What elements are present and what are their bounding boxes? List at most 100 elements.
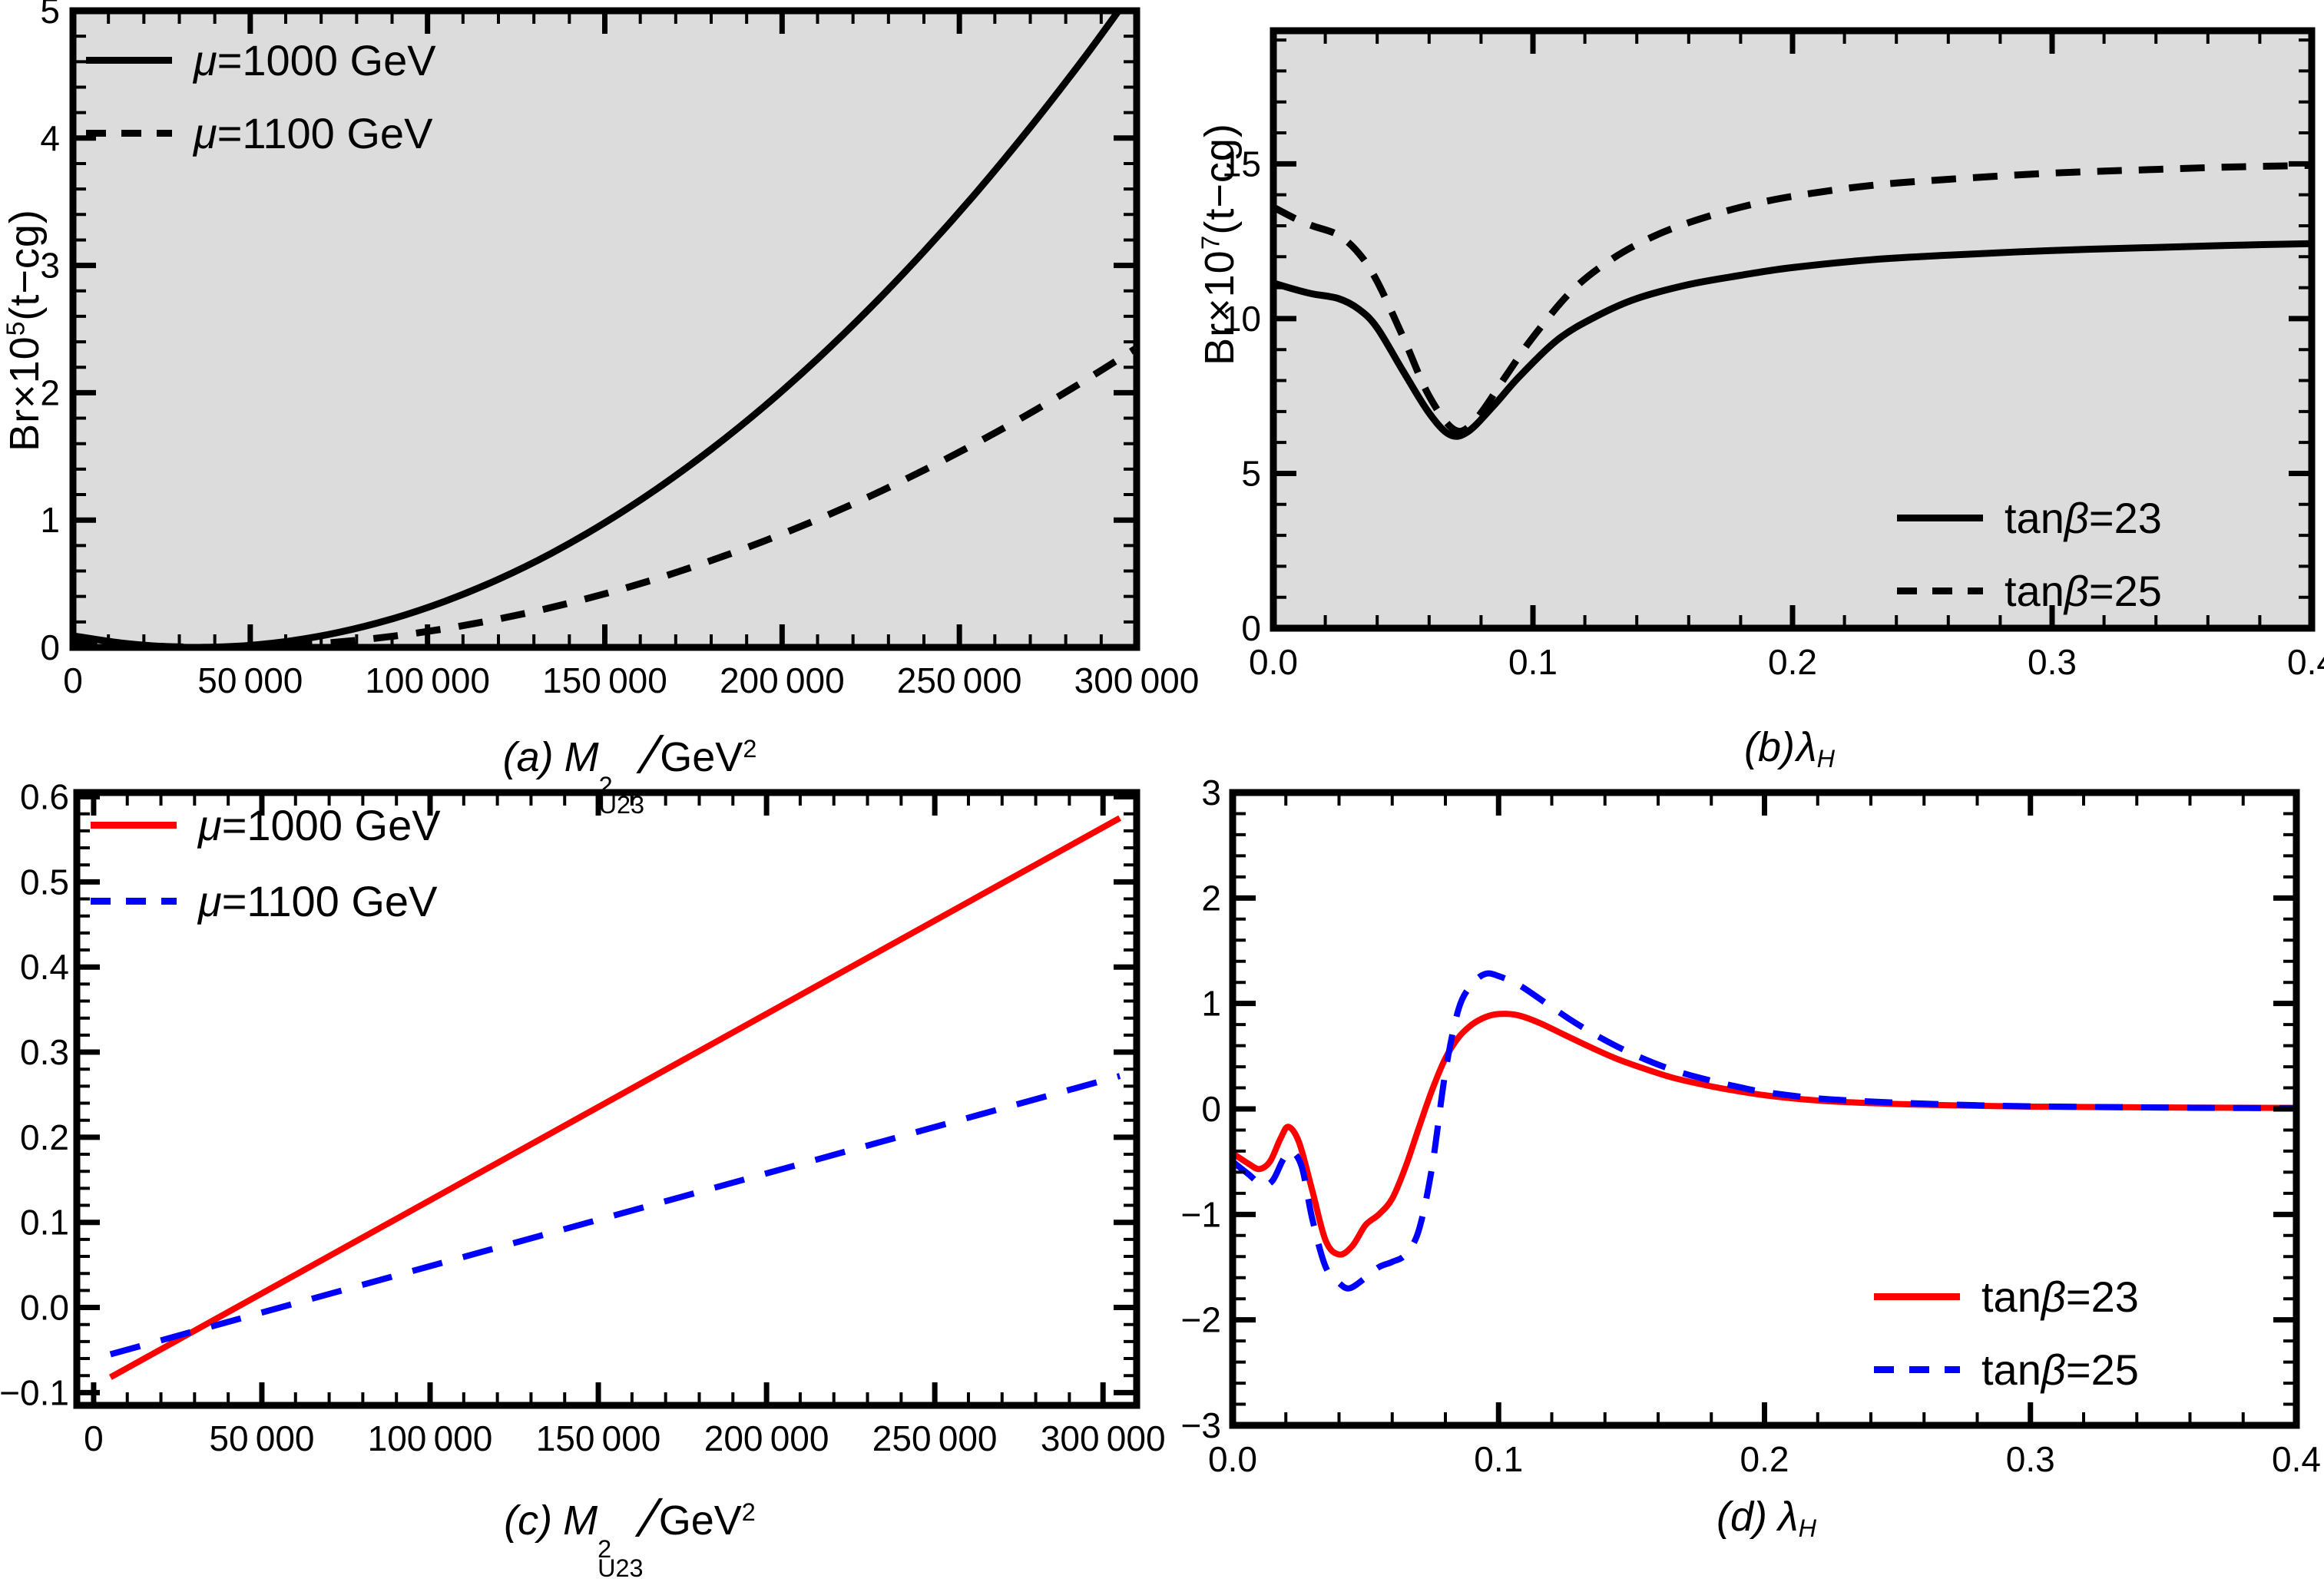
legend-label: μ=1000 GeV [198,800,441,850]
plot-background [1273,31,2312,628]
caption-sub: U23 [598,790,645,819]
y-tick-label: −0.1 [0,1372,69,1412]
caption-supsub: 2 U23 [598,771,645,819]
x-tick-label: 0.3 [2006,1439,2055,1479]
legend-label: tanβ=23 [1981,1272,2139,1322]
caption-unit-sup: 2 [743,735,757,763]
panel-d-plot: 0.0 0.1 0.2 0.3 0.4 −3 −2 −1 0 1 2 3 [1181,773,2321,1479]
x-tick-label: 0 [63,660,83,700]
plot-frame [69,7,1140,651]
legend-label-rest: =23 [2088,494,2162,542]
caption-index: (c) [504,1498,553,1544]
legend-label-symbol: μ [198,877,222,925]
y-tick-label: −2 [1181,1300,1221,1340]
legend-label-rest: =1100 GeV [221,877,438,925]
x-ticks: 0 50 000 100 000 150 000 200 000 250 000 300 0… [63,11,1199,700]
y-tick-label: 0.3 [20,1032,69,1072]
x-tick-label: 0.2 [1740,1439,1789,1479]
x-tick-label: 0.0 [1249,642,1298,682]
x-tick-label: 250 000 [872,1418,998,1458]
caption-unit: GeV [658,1498,742,1544]
legend-item: μ=1100 GeV [86,108,436,158]
legend-line-dashed [1897,587,1983,594]
legend-label-pre: tan [2005,567,2064,615]
y-tick-label: 1 [40,500,60,540]
ylabel-text: Br×10 [2,336,48,452]
panel-b-ylabel: Br×107(t−cg) [1196,123,1243,366]
ylabel-exponent: 5 [2,320,31,336]
legend-label-pre: tan [1981,1345,2041,1394]
legend-item: tanβ=25 [1874,1345,2139,1395]
caption-sub: U23 [598,1554,644,1582]
caption-index: (a) [502,734,554,780]
x-tick-label: 0.4 [2272,1439,2321,1479]
x-tick-label: 0.4 [2287,642,2324,682]
caption-unit: GeV [660,734,743,780]
legend-item: μ=1000 GeV [86,35,436,85]
y-tick-label: 1 [1201,984,1221,1024]
x-tick-label: 0.2 [1768,642,1817,682]
panel-d-caption: (d) λH [1717,1493,1816,1543]
legend-line-dashed [1874,1366,1960,1373]
caption-variable: λ [1778,1494,1799,1540]
series-tan-23-solid [1233,1011,2296,1258]
y-tick-label: 0.1 [20,1203,69,1243]
caption-sup: 2 [598,771,613,799]
legend-label-symbol: μ [194,109,217,157]
legend-label-symbol: β [2041,1273,2066,1321]
panel-a-legend: μ=1000 GeV μ=1100 GeV [86,35,436,158]
x-tick-label: 100 000 [368,1418,493,1458]
caption-supsub: 2 U23 [598,1536,644,1582]
x-tick-label: 50 000 [197,660,303,700]
x-tick-label: 150 000 [536,1418,661,1458]
ylabel-suffix: (t−cg) [2,209,48,321]
legend-label-pre: tan [2005,494,2064,542]
x-tick-label: 250 000 [897,660,1022,700]
panel-b-plot: 0.0 0.1 0.2 0.3 0.4 0 5 10 15 [1222,27,2324,682]
y-tick-label: 0.2 [20,1117,69,1157]
y-ticks: 0 5 10 15 [1222,38,2312,648]
legend-item: μ=1000 GeV [91,800,441,850]
y-ticks: −0.1 0.0 0.1 0.2 0.3 0.4 0.5 0.6 [0,777,1137,1412]
panel-d-legend: tanβ=23 tanβ=25 [1874,1272,2139,1395]
y-tick-label: 0.6 [20,777,69,817]
ylabel-suffix: (t−cg) [1197,123,1243,235]
caption-sub: H [1798,1514,1816,1543]
series-1000-gev-solid [108,815,1122,1380]
y-tick-label: 15 [1222,144,1261,184]
legend-label-symbol: β [2064,494,2089,542]
y-tick-label: 3 [40,246,60,286]
x-tick-label: 50 000 [209,1418,314,1458]
legend-item: tanβ=23 [1897,493,2162,543]
ylabel-text: Br×10 [1197,250,1243,366]
legend-label-rest: =25 [2065,1345,2139,1394]
y-tick-label: 3 [1201,773,1221,813]
y-tick-label: 0.4 [20,947,69,987]
panel-b-caption: (b)λH [1744,723,1835,773]
plot-frame [1270,27,2316,632]
series-tan-25-dashed [1273,161,2312,435]
panel-a-ylabel: Br×105(t−cg) [1,209,48,452]
plots-canvas: 0 50 000 100 000 150 000 200 000 250 000 300 0… [0,0,2324,1479]
y-tick-label: 0 [1241,608,1261,648]
x-tick-label: 300 000 [1041,1418,1166,1458]
x-tick-label: 0.1 [1474,1439,1523,1479]
x-tick-label: 0.1 [1508,642,1558,682]
caption-variable: λ [1796,724,1817,770]
panel-c-legend: μ=1000 GeV μ=1100 GeV [91,800,441,926]
caption-index: (d) [1717,1494,1768,1540]
x-tick-label: 200 000 [704,1418,829,1458]
ylabel-exponent: 7 [1197,234,1226,250]
panel-a-plot: 0 50 000 100 000 150 000 200 000 250 000 300 0… [40,0,1199,700]
legend-label: μ=1000 GeV [194,35,436,85]
series-1100-gev-dashed [109,1073,1121,1358]
y-tick-label: 2 [40,372,60,412]
y-tick-label: 10 [1222,299,1261,339]
y-tick-label: 0 [1201,1089,1221,1129]
y-tick-label: 0.5 [20,862,69,902]
y-tick-label: 5 [40,0,60,31]
y-tick-label: 4 [40,118,60,158]
x-tick-label: 200 000 [720,660,845,700]
plot-frame [73,789,1140,1409]
